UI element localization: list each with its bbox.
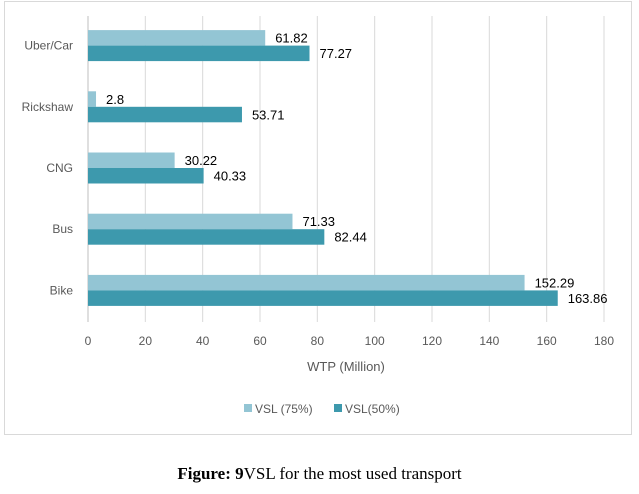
figure-caption: Figure: 9VSL for the most used transport <box>0 464 639 484</box>
caption-number: 9 <box>230 464 244 483</box>
x-tick-160: 160 <box>537 334 557 348</box>
grid-lines <box>87 16 605 322</box>
bar-s0-c2 <box>88 152 175 168</box>
bar-s0-c0 <box>88 30 266 46</box>
bar-s0-c1 <box>88 91 97 107</box>
bar-s0-c4 <box>88 274 525 291</box>
x-tick-labels: 0 20 40 60 80 100 120 140 160 180 <box>85 334 615 348</box>
x-tick-180: 180 <box>594 334 614 348</box>
data-label-s1-c3: 82.44 <box>334 230 367 245</box>
legend-swatch-0 <box>244 404 252 412</box>
data-label-s0-c1: 2.8 <box>106 92 124 107</box>
caption-prefix: Figure: <box>177 464 231 483</box>
x-tick-100: 100 <box>365 334 385 348</box>
bar-s1-c0 <box>88 45 310 62</box>
bars <box>88 30 558 306</box>
category-label-4: Bike <box>50 283 74 297</box>
data-label-s0-c4: 152.29 <box>535 275 575 290</box>
category-labels: Uber/Car Rickshaw CNG Bus Bike <box>22 39 74 298</box>
category-label-1: Rickshaw <box>22 100 74 114</box>
bar-s0-c3 <box>88 213 293 230</box>
caption-text: VSL for the most used transport <box>243 464 462 483</box>
legend-swatch-1 <box>334 404 342 412</box>
data-label-s1-c4: 163.86 <box>568 291 608 306</box>
bar-s1-c1 <box>88 106 242 123</box>
x-tick-80: 80 <box>311 334 325 348</box>
category-label-0: Uber/Car <box>24 39 73 53</box>
x-axis-label: WTP (Million) <box>307 359 385 374</box>
bar-s1-c2 <box>88 168 204 184</box>
x-tick-140: 140 <box>479 334 499 348</box>
bar-s1-c4 <box>88 290 558 306</box>
data-label-s0-c2: 30.22 <box>185 153 218 168</box>
data-label-s1-c0: 77.27 <box>320 46 353 61</box>
data-label-s1-c2: 40.33 <box>214 169 247 184</box>
legend-label-0: VSL (75%) <box>255 402 313 416</box>
x-tick-60: 60 <box>253 334 267 348</box>
data-label-s1-c1: 53.71 <box>252 107 285 122</box>
legend: VSL (75%) VSL(50%) <box>244 402 400 416</box>
legend-label-1: VSL(50%) <box>345 402 400 416</box>
bar-s1-c3 <box>88 229 325 245</box>
x-tick-40: 40 <box>196 334 210 348</box>
x-tick-120: 120 <box>422 334 442 348</box>
x-tick-0: 0 <box>85 334 92 348</box>
data-label-s0-c0: 61.82 <box>275 31 308 46</box>
category-label-3: Bus <box>52 222 73 236</box>
x-tick-20: 20 <box>139 334 153 348</box>
category-label-2: CNG <box>46 161 73 175</box>
data-label-s0-c3: 71.33 <box>302 214 335 229</box>
